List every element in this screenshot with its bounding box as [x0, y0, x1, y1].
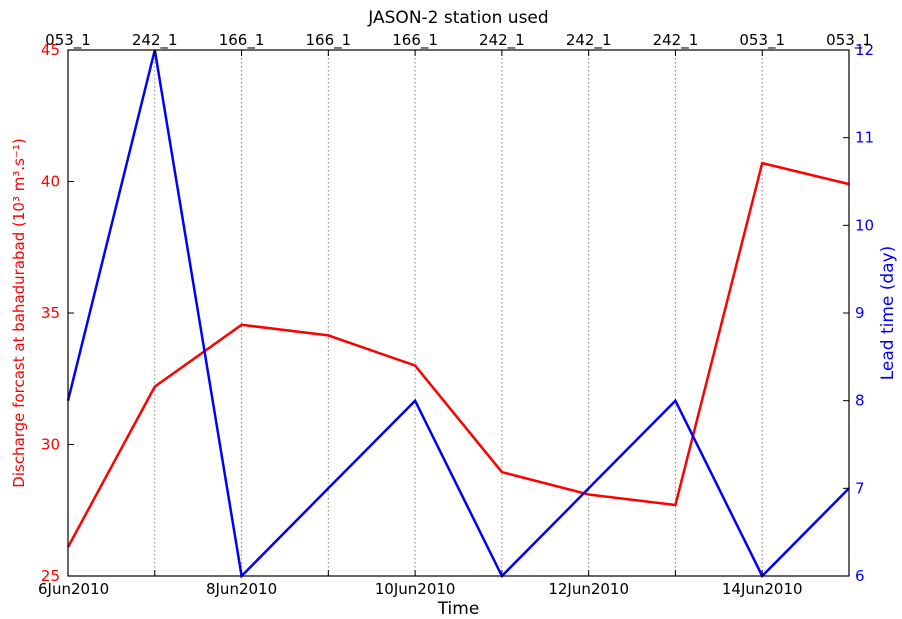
left-y-tick-label: 35 — [41, 304, 60, 322]
top-station-tick-label: 053_1 — [739, 31, 785, 50]
right-y-tick-label: 7 — [855, 479, 865, 497]
x-tick-label: 14Jun2010 — [722, 580, 803, 598]
chart-title: JASON-2 station used — [367, 8, 548, 28]
top-station-tick-label: 053_1 — [45, 31, 91, 50]
top-station-tick-label: 166_1 — [305, 31, 351, 50]
series-layer — [66, 49, 850, 579]
left-y-tick-label: 25 — [41, 567, 60, 585]
right-y-tick-label: 6 — [855, 567, 865, 585]
right-y-tick-label: 10 — [855, 216, 874, 234]
left-y-tick-label: 45 — [41, 41, 60, 59]
x-tick-label: 12Jun2010 — [548, 580, 629, 598]
right-y-tick-label: 9 — [855, 304, 865, 322]
discharge-series-line — [66, 161, 850, 548]
right-y-tick-label: 12 — [855, 41, 874, 59]
y-right-axis-label: Lead time (day) — [878, 246, 898, 381]
tick-layer: 25 30 35 40 45 6 7 8 9 10 11 12 6Jun2010 8Jun2010 10Ju… — [38, 31, 874, 598]
left-y-tick-label: 40 — [41, 173, 60, 191]
top-station-tick-label: 242_1 — [653, 31, 699, 50]
top-station-tick-label: 242_1 — [479, 31, 525, 50]
top-station-tick-label: 166_1 — [219, 31, 265, 50]
lead-time-series-line — [66, 49, 850, 579]
x-axis-label: Time — [437, 599, 480, 619]
x-tick-label: 10Jun2010 — [375, 580, 456, 598]
x-tick-label: 8Jun2010 — [206, 580, 277, 598]
right-y-tick-label: 11 — [855, 129, 874, 147]
x-tick-label: 6Jun2010 — [38, 580, 109, 598]
top-station-tick-label: 166_1 — [392, 31, 438, 50]
y-left-axis-label: Discharge forcast at bahadurabad (10³ m³… — [10, 138, 28, 487]
top-station-tick-label: 242_1 — [566, 31, 612, 50]
right-y-tick-label: 8 — [855, 392, 865, 410]
left-y-tick-label: 30 — [41, 436, 60, 454]
top-station-tick-label: 053_1 — [826, 31, 872, 50]
top-station-tick-label: 242_1 — [132, 31, 178, 50]
